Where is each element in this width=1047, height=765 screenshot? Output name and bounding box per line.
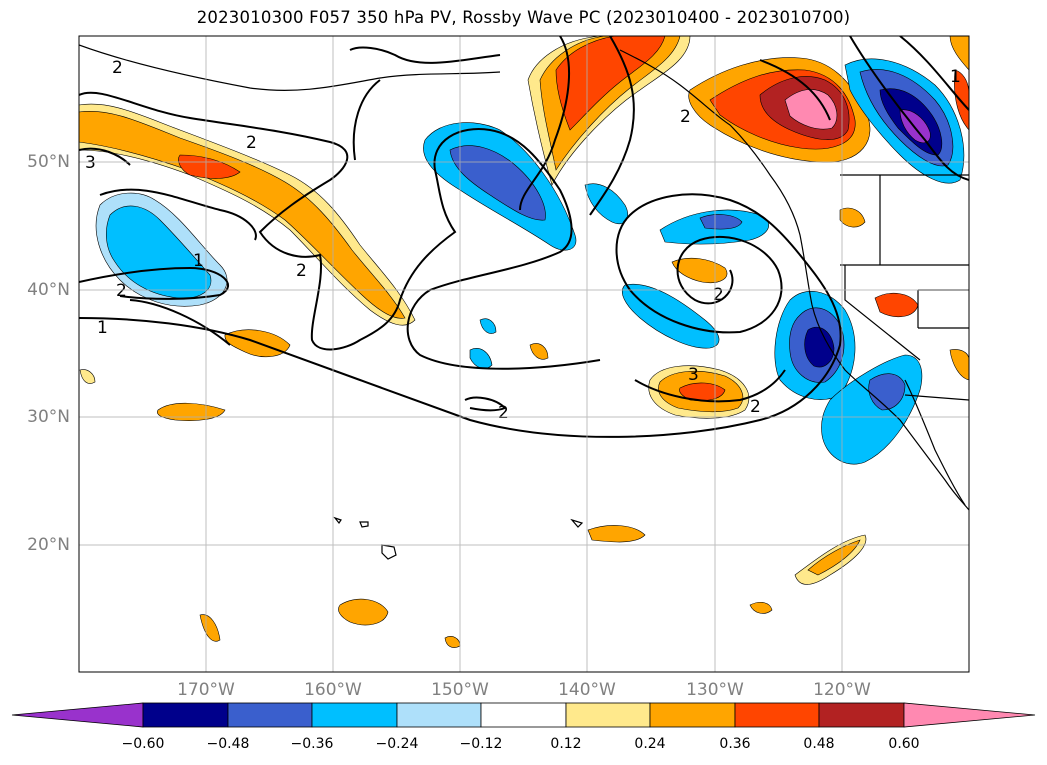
colorbar-tick-label: 0.12 xyxy=(550,736,582,752)
contour-label: 3 xyxy=(688,365,699,385)
contour-label: 3 xyxy=(85,153,96,173)
gridlines xyxy=(79,36,969,672)
contour-label: 1 xyxy=(950,67,961,87)
contour-label: 2 xyxy=(750,397,761,417)
lon-label: 170°W xyxy=(177,680,235,700)
contour-label: 2 xyxy=(713,285,724,305)
lat-label: 30°N xyxy=(27,407,70,427)
contour-label: 1 xyxy=(193,251,204,271)
colorbar-extend-high xyxy=(903,702,1036,728)
lon-label: 140°W xyxy=(558,680,616,700)
contour-label: 2 xyxy=(246,133,257,153)
coastlines xyxy=(79,44,969,560)
contour-label: 2 xyxy=(498,403,509,423)
lat-label: 20°N xyxy=(27,535,70,555)
colorbar-tick-label: 0.48 xyxy=(803,736,835,752)
lon-label: 130°W xyxy=(686,680,744,700)
pv-contours xyxy=(79,36,969,438)
lon-label: 150°W xyxy=(431,680,489,700)
lon-label: 120°W xyxy=(813,680,871,700)
map-title: 2023010300 F057 350 hPa PV, Rossby Wave … xyxy=(196,8,851,27)
colorbar-tick-label: −0.24 xyxy=(375,736,419,752)
lat-label: 50°N xyxy=(27,152,70,172)
contour-label: 2 xyxy=(296,261,307,281)
colorbar-tick-label: −0.36 xyxy=(290,736,334,752)
contour-label: 2 xyxy=(680,107,691,127)
contour-labels: 2 2 3 1 2 2 1 2 2 2 3 2 1 xyxy=(85,58,961,423)
colorbar-tick-label: 0.60 xyxy=(888,736,920,752)
colorbar-tick-label: −0.12 xyxy=(459,736,503,752)
colorbar xyxy=(11,702,1036,728)
colorbar-extend-low xyxy=(11,702,144,728)
lon-label: 160°W xyxy=(304,680,362,700)
plot-frame xyxy=(78,35,970,673)
colorbar-tick-label: 0.36 xyxy=(719,736,751,752)
lat-label: 40°N xyxy=(27,280,70,300)
contour-label: 1 xyxy=(97,318,108,338)
colorbar-tick-label: 0.24 xyxy=(634,736,666,752)
colorbar-tick-label: −0.60 xyxy=(121,736,165,752)
colorbar-tick-label: −0.48 xyxy=(206,736,250,752)
contour-label: 2 xyxy=(112,58,123,78)
contour-label: 2 xyxy=(116,281,127,301)
